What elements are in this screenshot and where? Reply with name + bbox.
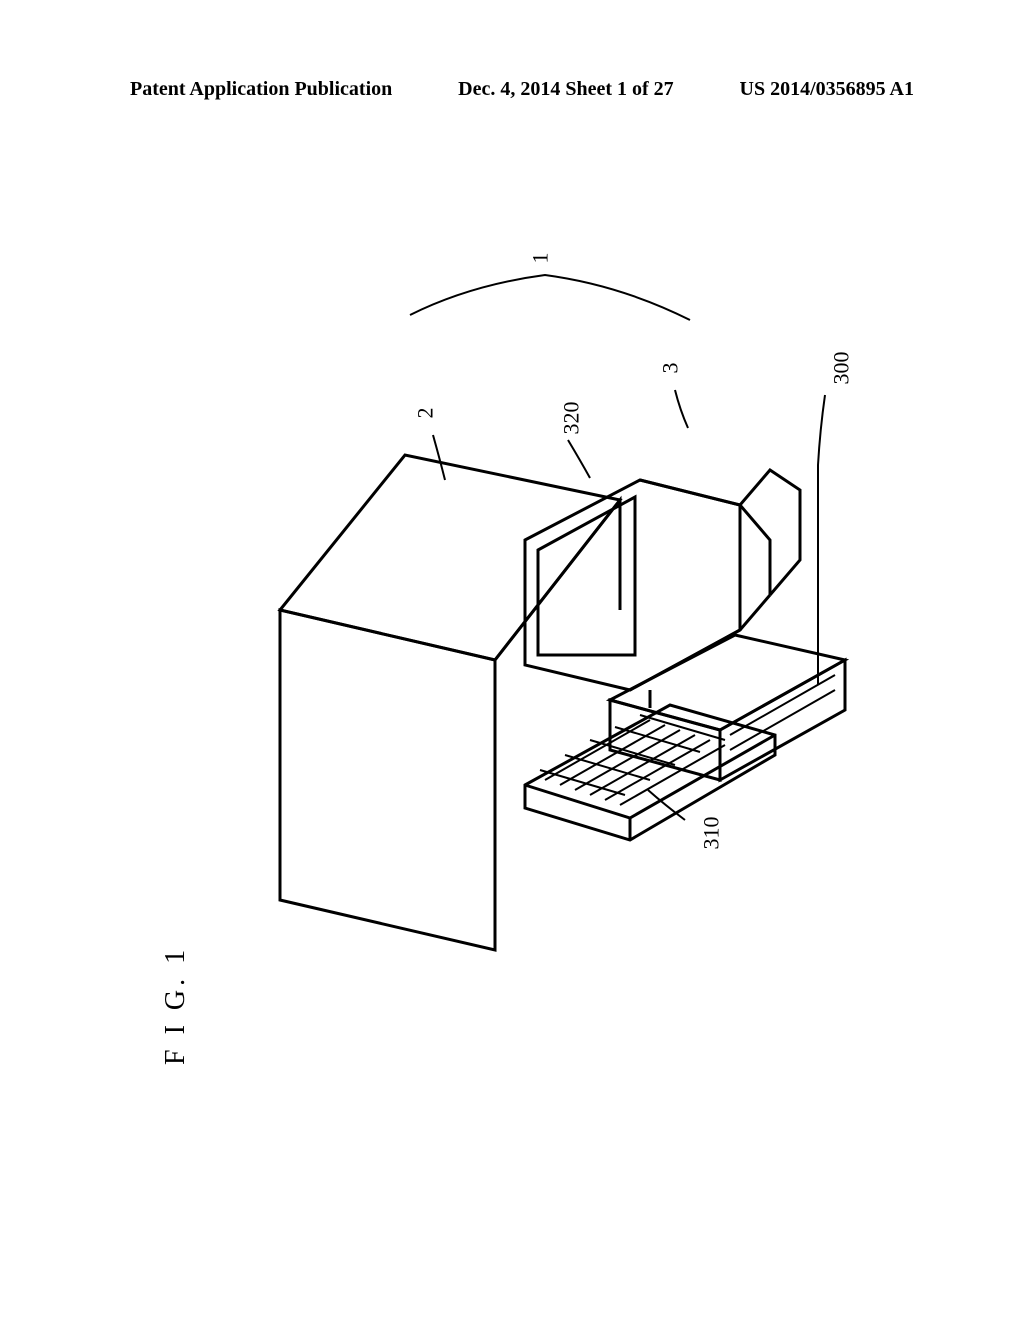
ref-label-1: 1	[528, 253, 554, 264]
figure-container: F I G. 1 1 2 3 320 300 310	[120, 180, 900, 1080]
ref-label-2: 2	[413, 408, 439, 419]
page-header: Patent Application Publication Dec. 4, 2…	[0, 78, 1024, 101]
patent-drawing-svg	[270, 260, 890, 980]
header-publication-type: Patent Application Publication	[130, 78, 392, 101]
figure-label: F I G. 1	[160, 946, 192, 1065]
ref-label-300: 300	[829, 352, 855, 385]
drawing-area: 1 2 3 320 300 310	[270, 260, 890, 980]
header-publication-number: US 2014/0356895 A1	[740, 78, 914, 101]
ref-label-3: 3	[658, 363, 684, 374]
header-sheet-info: Dec. 4, 2014 Sheet 1 of 27	[458, 78, 674, 101]
ref-label-320: 320	[559, 402, 585, 435]
ref-label-310: 310	[699, 817, 725, 850]
